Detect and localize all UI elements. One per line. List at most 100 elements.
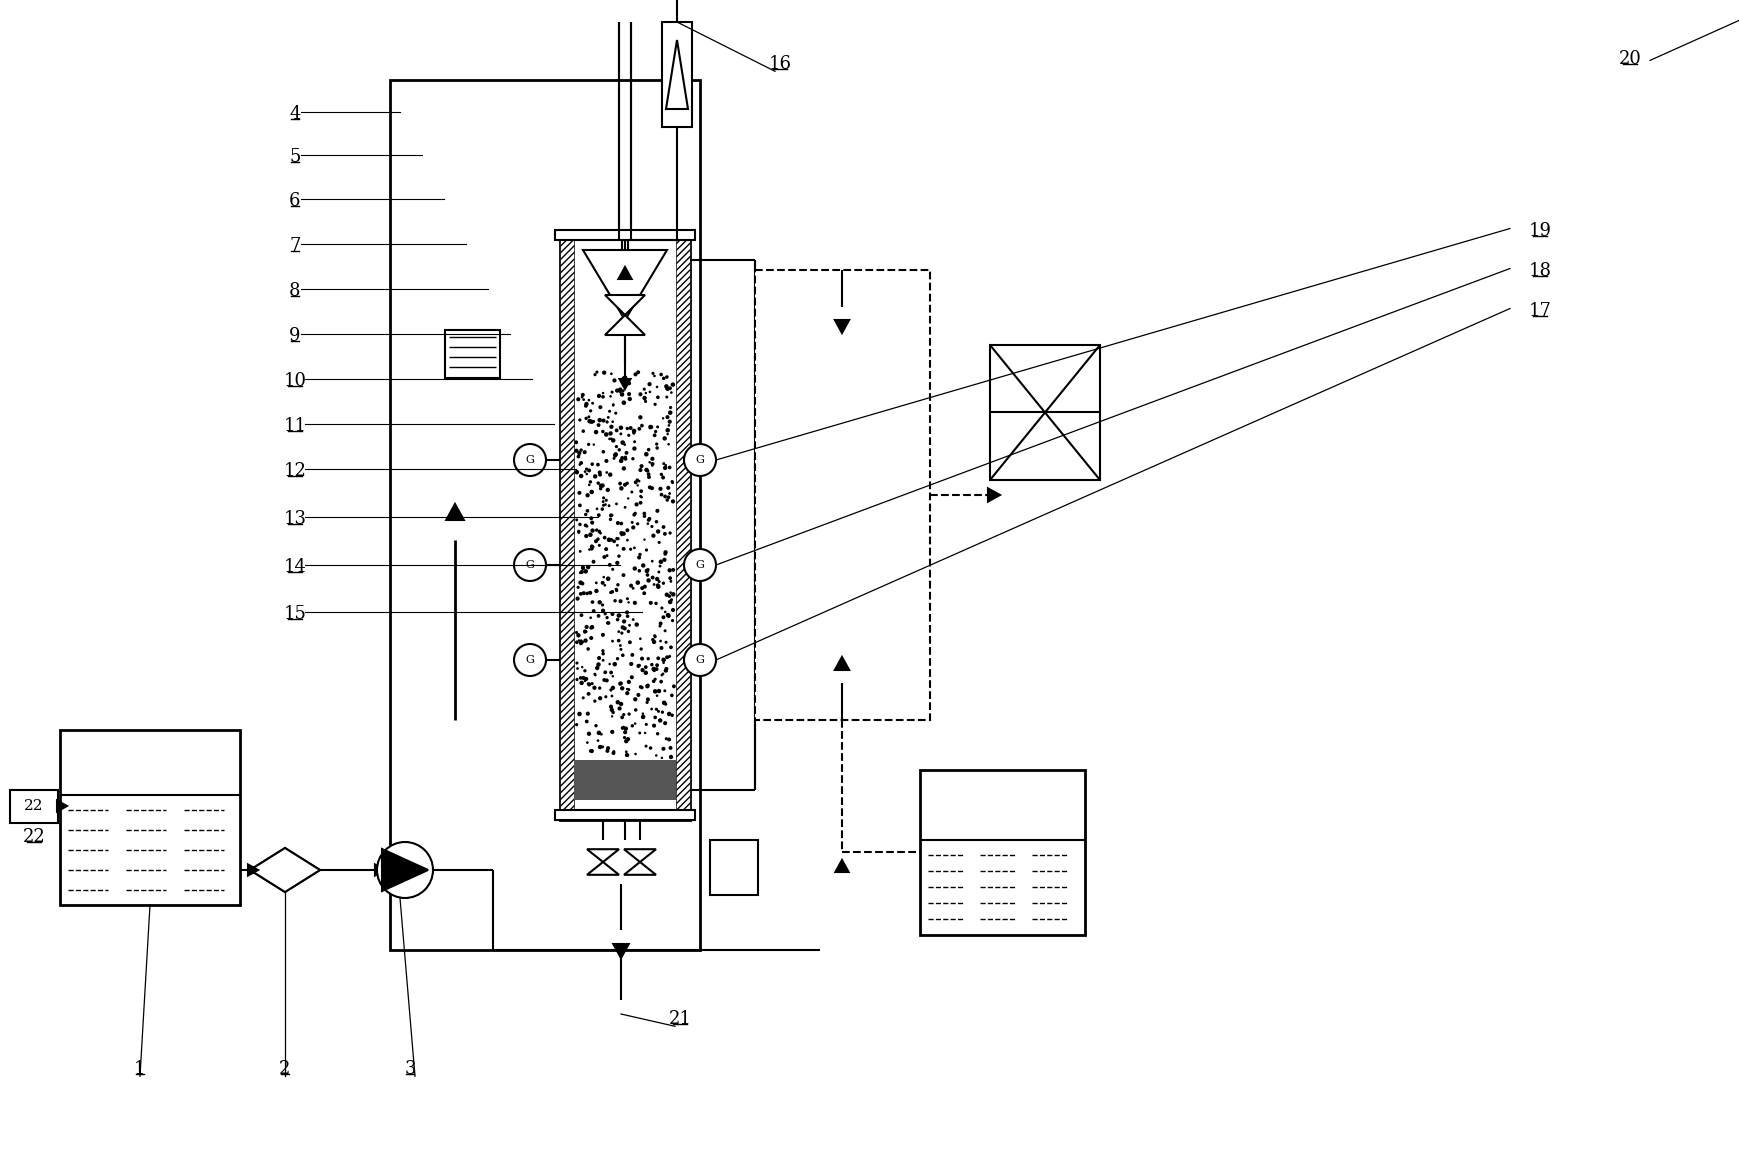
Point [654, 425, 682, 444]
Point [567, 585, 595, 603]
Point [586, 593, 614, 611]
Point [569, 558, 596, 577]
Point [605, 380, 633, 399]
Point [642, 512, 670, 531]
Point [603, 649, 631, 668]
Point [565, 446, 593, 464]
Point [605, 632, 633, 650]
Point [562, 510, 590, 529]
Text: 20: 20 [1617, 51, 1640, 68]
Point [570, 584, 598, 602]
Bar [59, 730, 240, 905]
Point [570, 662, 598, 680]
Point [595, 496, 623, 515]
Point [656, 485, 683, 503]
Point [596, 680, 624, 699]
Point [657, 707, 685, 725]
Text: 7: 7 [289, 237, 301, 255]
Point [572, 527, 600, 546]
Point [617, 668, 645, 686]
Point [636, 418, 664, 437]
Point [584, 416, 612, 434]
Text: 9: 9 [289, 327, 301, 345]
Point [647, 632, 675, 650]
Point [562, 716, 590, 734]
Point [642, 627, 670, 646]
Point [614, 672, 642, 691]
Bar [390, 80, 699, 950]
Point [576, 472, 603, 491]
Point [630, 380, 657, 399]
Point [590, 387, 617, 406]
Point [609, 381, 636, 400]
Point [581, 468, 609, 486]
Point [626, 385, 654, 403]
Point [572, 517, 600, 535]
Point [586, 738, 614, 756]
Text: 14: 14 [283, 558, 306, 576]
Point [649, 469, 676, 487]
Point [569, 388, 596, 407]
Bar [560, 230, 690, 820]
Polygon shape [617, 267, 631, 279]
Point [623, 471, 650, 489]
Point [624, 657, 652, 676]
Point [645, 572, 673, 591]
Point [577, 618, 605, 637]
Point [588, 596, 616, 615]
Point [642, 708, 670, 726]
Point [584, 530, 612, 548]
Point [577, 412, 605, 431]
Point [598, 687, 626, 705]
Point [633, 515, 661, 533]
Point [591, 687, 619, 705]
Point [643, 418, 671, 437]
Point [602, 404, 630, 423]
Point [638, 364, 666, 383]
Point [609, 524, 636, 542]
Point [645, 533, 673, 552]
Point [628, 579, 656, 597]
Point [584, 724, 612, 742]
Point [588, 423, 616, 441]
Point [576, 412, 603, 431]
Circle shape [513, 444, 546, 476]
Point [607, 515, 635, 533]
Point [631, 737, 659, 755]
Point [619, 518, 647, 537]
Point [603, 693, 631, 711]
Point [567, 454, 595, 472]
Point [636, 739, 664, 757]
Point [656, 399, 683, 417]
Point [640, 672, 668, 691]
Point [593, 614, 621, 632]
Point [638, 552, 666, 570]
Text: G: G [696, 655, 704, 665]
Point [583, 717, 610, 735]
Point [643, 502, 671, 520]
Point [600, 655, 628, 673]
Point [614, 680, 642, 699]
Point [609, 433, 636, 452]
Point [607, 452, 635, 470]
Point [598, 707, 626, 725]
Point [586, 479, 614, 498]
Point [610, 612, 638, 631]
Point [617, 717, 645, 735]
Text: 19: 19 [1527, 222, 1551, 240]
Point [635, 465, 663, 484]
Point [640, 526, 668, 545]
Point [598, 506, 626, 524]
Point [633, 691, 661, 709]
Point [598, 431, 626, 449]
Point [590, 671, 617, 689]
Point [588, 641, 616, 660]
Point [583, 500, 610, 518]
Point [584, 387, 612, 406]
Point [645, 563, 673, 581]
Point [603, 576, 631, 594]
Point [643, 702, 671, 720]
Point [652, 633, 680, 651]
Text: 18: 18 [1527, 262, 1551, 280]
Point [605, 607, 633, 625]
